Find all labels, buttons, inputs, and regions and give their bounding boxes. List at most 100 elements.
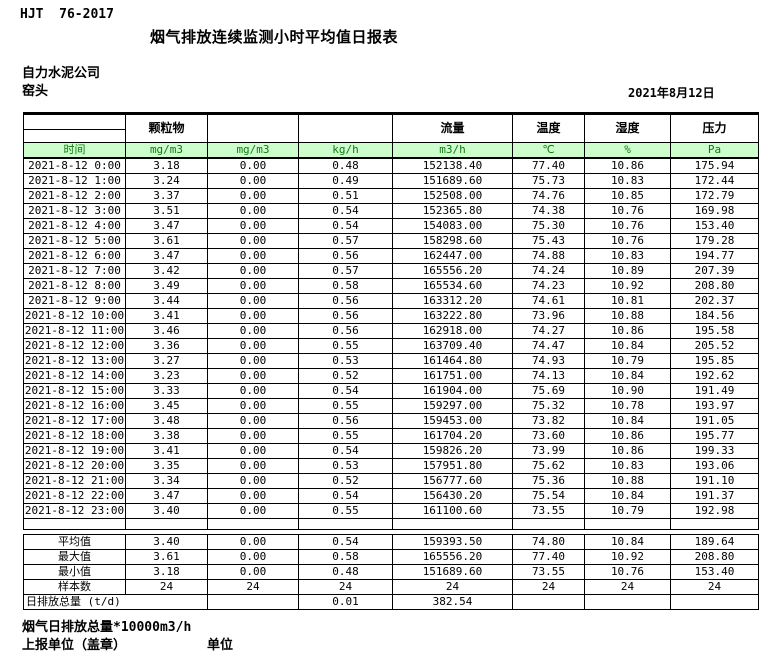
- value-cell: 0.56: [298, 323, 393, 339]
- value-cell: 10.76: [584, 564, 671, 580]
- value-cell: 75.62: [512, 458, 585, 474]
- value-cell: 3.23: [125, 368, 208, 384]
- value-cell: 24: [584, 579, 671, 595]
- table-row: 平均值 3.40 0.00 0.54 159393.50 74.80 10.84 189.64: [23, 534, 759, 550]
- value-cell: 74.93: [512, 353, 585, 369]
- value-cell: 10.84: [584, 534, 671, 550]
- value-cell: 0.54: [298, 534, 393, 550]
- value-cell: 0.57: [298, 233, 393, 249]
- blank-cell: [298, 518, 393, 530]
- value-cell: 3.38: [125, 428, 208, 444]
- value-cell: 162918.00: [392, 323, 513, 339]
- value-cell: 0.00: [207, 203, 299, 219]
- value-cell: 151689.60: [392, 564, 513, 580]
- blank-cell: [512, 518, 585, 530]
- value-cell: 0.00: [207, 503, 299, 519]
- summary-label-cell: 样本数: [23, 579, 126, 595]
- value-cell: 3.37: [125, 188, 208, 204]
- value-cell: 191.10: [670, 473, 759, 489]
- value-cell: 195.77: [670, 428, 759, 444]
- group-header-humidity: 湿度: [584, 113, 671, 143]
- value-cell: 0.54: [298, 443, 393, 459]
- value-cell: 75.30: [512, 218, 585, 234]
- unit-header-row: 时间 mg/m3 mg/m3 kg/h m3/h ℃ % Pa: [23, 142, 759, 159]
- value-cell: 161464.80: [392, 353, 513, 369]
- value-cell: 165556.20: [392, 263, 513, 279]
- value-cell: 10.85: [584, 188, 671, 204]
- reporting-unit-label: 上报单位（盖章）: [22, 638, 127, 653]
- value-cell: 193.97: [670, 398, 759, 414]
- value-cell: 10.86: [584, 157, 671, 174]
- value-cell: 157951.80: [392, 458, 513, 474]
- value-cell: 151689.60: [392, 173, 513, 189]
- group-header-flow: 流量: [392, 113, 513, 143]
- daily-total-pm: 0.01: [298, 594, 393, 610]
- value-cell: 162447.00: [392, 248, 513, 264]
- value-cell: 179.28: [670, 233, 759, 249]
- time-cell: 2021-8-12 11:00: [23, 323, 126, 339]
- value-cell: 3.35: [125, 458, 208, 474]
- value-cell: 73.99: [512, 443, 585, 459]
- time-cell: 2021-8-12 23:00: [23, 503, 126, 519]
- value-cell: 152138.40: [392, 157, 513, 174]
- value-cell: 10.86: [584, 323, 671, 339]
- value-cell: 207.39: [670, 263, 759, 279]
- value-cell: 0.00: [207, 534, 299, 550]
- value-cell: 0.55: [298, 503, 393, 519]
- value-cell: 3.27: [125, 353, 208, 369]
- value-cell: 159453.00: [392, 413, 513, 429]
- value-cell: 10.83: [584, 248, 671, 264]
- value-cell: 3.45: [125, 398, 208, 414]
- value-cell: 0.54: [298, 383, 393, 399]
- value-cell: 3.47: [125, 248, 208, 264]
- value-cell: 193.06: [670, 458, 759, 474]
- value-cell: 3.51: [125, 203, 208, 219]
- value-cell: 163222.80: [392, 308, 513, 324]
- value-cell: 73.55: [512, 503, 585, 519]
- value-cell: 74.27: [512, 323, 585, 339]
- value-cell: 24: [298, 579, 393, 595]
- value-cell: 191.49: [670, 383, 759, 399]
- value-cell: 0.00: [207, 278, 299, 294]
- value-cell: 0.00: [207, 413, 299, 429]
- value-cell: 10.76: [584, 233, 671, 249]
- value-cell: 10.92: [584, 278, 671, 294]
- value-cell: 0.00: [207, 383, 299, 399]
- value-cell: 0.00: [207, 458, 299, 474]
- blank-cell: [23, 518, 126, 530]
- value-cell: 0.00: [207, 233, 299, 249]
- value-cell: 73.96: [512, 308, 585, 324]
- time-header-cell: [23, 113, 126, 143]
- value-cell: 0.00: [207, 323, 299, 339]
- blank-cell: [392, 518, 513, 530]
- unit-pa: Pa: [670, 142, 759, 159]
- value-cell: 0.58: [298, 549, 393, 565]
- table-row: 2021-8-12 0:00 3.18 0.00 0.48 152138.40 77.40…: [23, 157, 759, 174]
- value-cell: 161904.00: [392, 383, 513, 399]
- value-cell: 0.00: [207, 173, 299, 189]
- value-cell: 154083.00: [392, 218, 513, 234]
- data-table: 颗粒物 流量 温度 湿度 压力 时间 mg/m3 mg/m3 kg/h m3/h…: [23, 112, 759, 530]
- value-cell: 165534.60: [392, 278, 513, 294]
- daily-total-empty: [512, 594, 585, 610]
- value-cell: 75.54: [512, 488, 585, 504]
- table-row: 2021-8-12 20:00 3.35 0.00 0.53 157951.80 75.6…: [23, 458, 759, 474]
- value-cell: 0.48: [298, 564, 393, 580]
- value-cell: 0.53: [298, 458, 393, 474]
- table-row: 2021-8-12 8:00 3.49 0.00 0.58 165534.60 74.23…: [23, 278, 759, 294]
- monitor-point: 窑头: [22, 84, 49, 99]
- table-row: 2021-8-12 14:00 3.23 0.00 0.52 161751.00 74.1…: [23, 368, 759, 384]
- value-cell: 0.54: [298, 203, 393, 219]
- table-row: 样本数 24 24 24 24 24 24 24: [23, 579, 759, 595]
- value-cell: 156777.60: [392, 473, 513, 489]
- group-header-pressure: 压力: [670, 113, 759, 143]
- value-cell: 73.60: [512, 428, 585, 444]
- unit-celsius: ℃: [512, 142, 585, 159]
- value-cell: 3.61: [125, 549, 208, 565]
- value-cell: 3.34: [125, 473, 208, 489]
- table-row: 2021-8-12 21:00 3.34 0.00 0.52 156777.60 75.3…: [23, 473, 759, 489]
- value-cell: 194.77: [670, 248, 759, 264]
- value-cell: 74.80: [512, 534, 585, 550]
- value-cell: 3.41: [125, 308, 208, 324]
- unit-time: 时间: [23, 142, 126, 159]
